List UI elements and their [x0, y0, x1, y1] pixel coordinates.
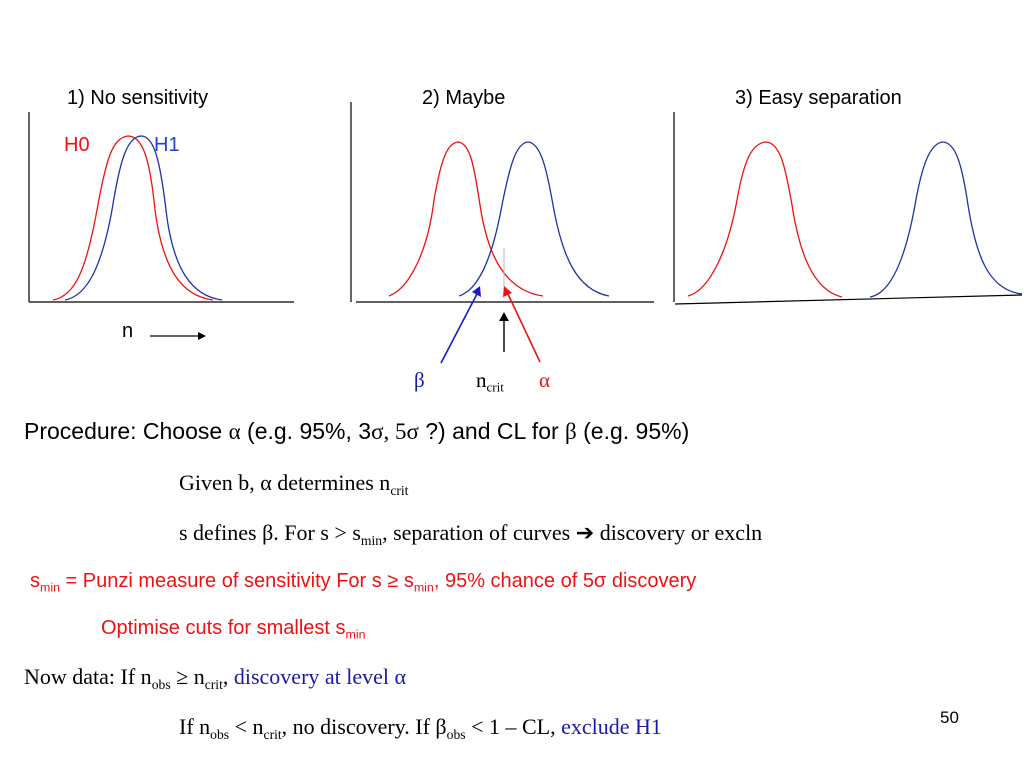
optimise-sub: min [345, 627, 366, 642]
given-text: Given b, α determines n [179, 470, 391, 495]
h0-label: H0 [64, 134, 90, 156]
ifn-line: If nobs < ncrit, no discovery. If βobs <… [179, 714, 662, 742]
panel1-title: 1) No sensitivity [67, 87, 209, 109]
panel2-h1-curve [458, 141, 610, 297]
hypothesis-plots [28, 102, 1023, 364]
panel1-h0-curve [52, 135, 214, 301]
beta-arrow-head [472, 286, 481, 297]
nowdata-sub-2: crit [204, 676, 223, 692]
sdefines-line: s defines β. For s > smin, separation of… [179, 520, 763, 548]
right-arrow-icon: ➔ [575, 520, 595, 545]
ifn-sub-2: crit [263, 726, 282, 742]
ifn-text-c: , no discovery. If β [281, 714, 447, 739]
given-sub: crit [390, 482, 409, 498]
alpha-label: α [539, 368, 551, 392]
panel3-h1-curve [869, 141, 1023, 298]
beta-label: β [414, 368, 425, 392]
ncrit-sub: crit [486, 379, 504, 395]
panel2-title: 2) Maybe [422, 87, 506, 109]
n-axis-label: n [122, 320, 134, 342]
alpha-arrow-head [503, 286, 512, 297]
beta-arrow [440, 291, 479, 364]
nowdata-line: Now data: If nobs ≥ ncrit, discovery at … [24, 664, 407, 692]
punzi-text-c: , 95% chance of 5σ discovery [433, 570, 697, 592]
punzi-text-b: = Punzi measure of sensitivity For s ≥ s [59, 570, 414, 592]
ncrit-arrow-head [499, 312, 509, 321]
nowdata-text-a: Now data: If n [24, 664, 152, 689]
punzi-text-a: s [30, 570, 40, 592]
ncrit-base: n [476, 368, 487, 392]
sdefines-sub: min [360, 532, 383, 548]
sdefines-text-c: discovery or excln [594, 520, 763, 545]
ncrit-label: ncrit [476, 368, 504, 395]
sdefines-text-b: , separation of curves [382, 520, 576, 545]
nowdata-text-b: ≥ n [170, 664, 205, 689]
h1-label: H1 [154, 134, 180, 156]
ifn-text-d: < 1 – CL, [465, 714, 562, 739]
punzi-line: smin = Punzi measure of sensitivity For … [30, 570, 697, 595]
given-line: Given b, α determines ncrit [179, 470, 409, 498]
panel3-h0-curve [687, 141, 843, 298]
alpha-arrow [506, 291, 541, 363]
optimise-line: Optimise cuts for smallest smin [101, 617, 366, 642]
ifn-sub-3: obs [446, 726, 466, 742]
panel1-h1-curve [64, 135, 223, 301]
page-number: 50 [940, 708, 959, 727]
procedure-text-c: , 5 [383, 419, 407, 444]
procedure-text-d: ?) and CL for [418, 418, 566, 444]
procedure-alpha: α [228, 419, 241, 444]
punzi-sub-1: min [40, 580, 60, 595]
ifn-exclude: exclude H1 [561, 714, 662, 739]
procedure-line: Procedure: Choose α (e.g. 95%, 3σ, 5σ ?)… [24, 418, 689, 445]
procedure-text-b: (e.g. 95%, 3 [240, 418, 372, 444]
ifn-sub-1: obs [210, 726, 230, 742]
panel3-x-axis [674, 294, 1023, 305]
nowdata-discovery: discovery at level α [233, 664, 407, 689]
punzi-sub-2: min [413, 580, 434, 595]
nowdata-sub-1: obs [151, 676, 171, 692]
procedure-text-a: Procedure: Choose [24, 418, 229, 444]
procedure-text-e: (e.g. 95%) [576, 418, 690, 444]
optimise-text: Optimise cuts for smallest s [101, 617, 346, 639]
ifn-text-a: If n [179, 714, 211, 739]
procedure-sigma-1: σ [371, 419, 384, 444]
panel3-title: 3) Easy separation [735, 87, 902, 109]
nowdata-text-c: , [222, 664, 234, 689]
ifn-text-b: < n [229, 714, 264, 739]
sdefines-text-a: s defines β. For s > s [179, 520, 361, 545]
procedure-sigma-2: σ [406, 419, 419, 444]
n-arrow-head [198, 332, 206, 340]
panel2-h0-curve [388, 141, 544, 297]
procedure-beta: β [565, 419, 577, 444]
